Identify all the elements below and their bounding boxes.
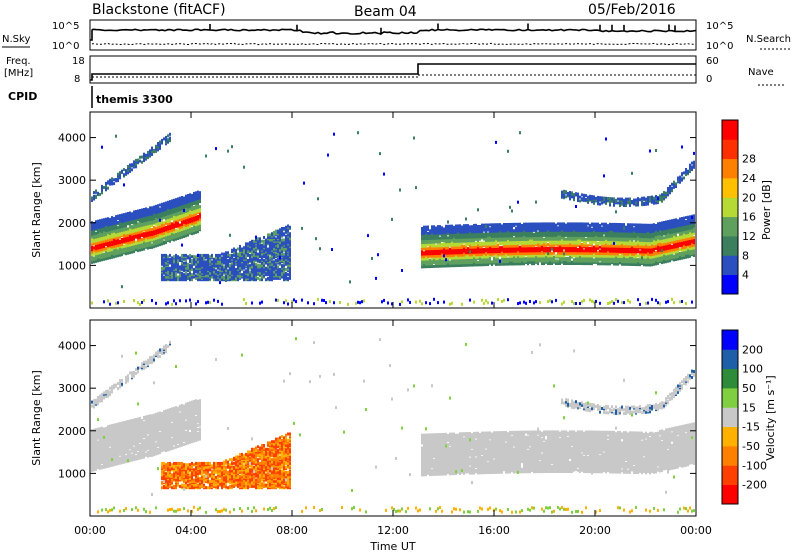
beam-title: Beam 04 <box>354 4 417 20</box>
colorbar-swatch <box>722 465 738 486</box>
colorbar-tick-label: 4 <box>742 269 749 282</box>
velocity-panel: 1000 2000 3000 4000 Slant Range [km] 200 100… <box>30 319 777 517</box>
colorbar-swatch <box>722 255 738 276</box>
cpid-panel: CPID themis 3300 <box>8 86 173 108</box>
colorbar-swatch <box>722 158 738 179</box>
colorbar-swatch <box>722 216 738 237</box>
power-colorbar-label: Power [dB] <box>760 180 773 240</box>
colorbar-tick-label: 28 <box>742 153 756 166</box>
colorbar-swatch <box>722 407 738 428</box>
nsky-trace <box>90 23 697 41</box>
freq-unit: [MHz] <box>4 68 33 79</box>
colorbar-tick-label: 24 <box>742 172 756 185</box>
colorbar-swatch <box>722 446 738 466</box>
nsky-panel: N.Sky 10^5 10^0 10^5 10^0 N.Search <box>2 19 791 52</box>
power-axes: 1000 2000 3000 4000 <box>58 112 697 308</box>
colorbar-swatch <box>722 139 738 160</box>
colorbar-tick-label: -200 <box>742 479 767 492</box>
x-tick-label: 00:00 <box>680 524 712 537</box>
colorbar-swatch <box>722 368 738 389</box>
colorbar-frame <box>721 119 739 295</box>
y-tick-label: 2000 <box>58 217 86 230</box>
colorbar-tick-label: 15 <box>742 401 756 414</box>
colorbar-swatch <box>722 330 738 350</box>
colorbar-swatch <box>722 197 738 218</box>
colorbar-tick-label: -50 <box>742 440 760 453</box>
y-tick-label: 4000 <box>58 340 86 353</box>
freq-tick-bottom: 8 <box>74 74 80 85</box>
y-tick-label: 1000 <box>58 259 86 272</box>
power-data <box>91 131 695 306</box>
nsearch-tick-bottom: 10^0 <box>706 41 733 52</box>
velocity-axes: 1000 2000 3000 4000 <box>58 320 697 516</box>
colorbar-swatch <box>722 178 738 198</box>
nave-tick-top: 60 <box>706 56 719 67</box>
power-ylabel: Slant Range [km] <box>30 162 43 258</box>
y-tick-label: 2000 <box>58 425 86 438</box>
nsky-tick-bottom: 10^0 <box>52 41 79 52</box>
y-tick-label: 3000 <box>58 174 86 187</box>
freq-panel: Freq. [MHz] 18 8 60 0 Nave <box>4 55 786 86</box>
x-tick-label: 20:00 <box>579 524 611 537</box>
freq-tick-top: 18 <box>72 56 85 67</box>
colorbar-tick-label: 20 <box>742 191 756 204</box>
x-axis-label: Time UT <box>369 540 415 553</box>
colorbar-tick-label: 16 <box>742 211 756 224</box>
nsearch-label: N.Search <box>746 34 791 45</box>
y-tick-label: 3000 <box>58 382 86 395</box>
colorbar-swatch <box>722 274 738 295</box>
colorbar-tick-label: 8 <box>742 249 749 262</box>
cpid-label: CPID <box>8 90 37 103</box>
colorbar-frame <box>721 329 739 505</box>
nave-trace <box>92 74 696 78</box>
x-tick-label: 04:00 <box>175 524 207 537</box>
nsearch-trace <box>91 42 697 46</box>
x-tick-label: 16:00 <box>478 524 510 537</box>
x-tick-label: 08:00 <box>276 524 308 537</box>
y-tick-label: 4000 <box>58 132 86 145</box>
nave-label: Nave <box>748 67 774 78</box>
velocity-data <box>91 337 695 514</box>
colorbar-swatch <box>722 426 738 447</box>
nsearch-tick-top: 10^5 <box>706 21 733 32</box>
x-tick-label: 00:00 <box>74 524 106 537</box>
cpid-value: themis 3300 <box>96 93 173 106</box>
x-tick-label: 12:00 <box>377 524 409 537</box>
freq-trace <box>90 63 696 81</box>
x-axis: 00:00 04:00 08:00 12:00 16:00 20:00 00:00 <box>74 524 712 537</box>
colorbar-tick-label: 100 <box>742 363 763 376</box>
colorbar-tick-label: 50 <box>742 382 756 395</box>
power-colorbar: 4 8 12 16 20 24 28 <box>721 119 756 295</box>
colorbar-swatch <box>722 236 738 256</box>
velocity-ylabel: Slant Range [km] <box>30 370 43 466</box>
station-title: Blackstone (fitACF) <box>92 2 226 18</box>
colorbar-tick-label: 12 <box>742 230 756 243</box>
colorbar-swatch <box>722 388 738 408</box>
velocity-colorbar-label: Velocity [m s⁻¹] <box>764 375 777 460</box>
colorbar-tick-label: 200 <box>742 343 763 356</box>
freq-label: Freq. <box>6 56 31 67</box>
velocity-colorbar: 200 100 50 15 -15 -50 -100 -200 <box>721 329 767 505</box>
nave-tick-bottom: 0 <box>706 74 712 85</box>
date-title: 05/Feb/2016 <box>588 2 676 18</box>
colorbar-swatch <box>722 120 738 140</box>
nsky-label: N.Sky <box>2 34 30 45</box>
colorbar-swatch <box>722 349 738 370</box>
colorbar-swatch <box>722 484 738 505</box>
colorbar-tick-label: -100 <box>742 459 767 472</box>
power-panel: 1000 2000 3000 4000 Slant Range [km] 4 8 12 16… <box>30 111 773 309</box>
colorbar-tick-label: -15 <box>742 421 760 434</box>
y-tick-label: 1000 <box>58 467 86 480</box>
nsky-tick-top: 10^5 <box>52 21 79 32</box>
